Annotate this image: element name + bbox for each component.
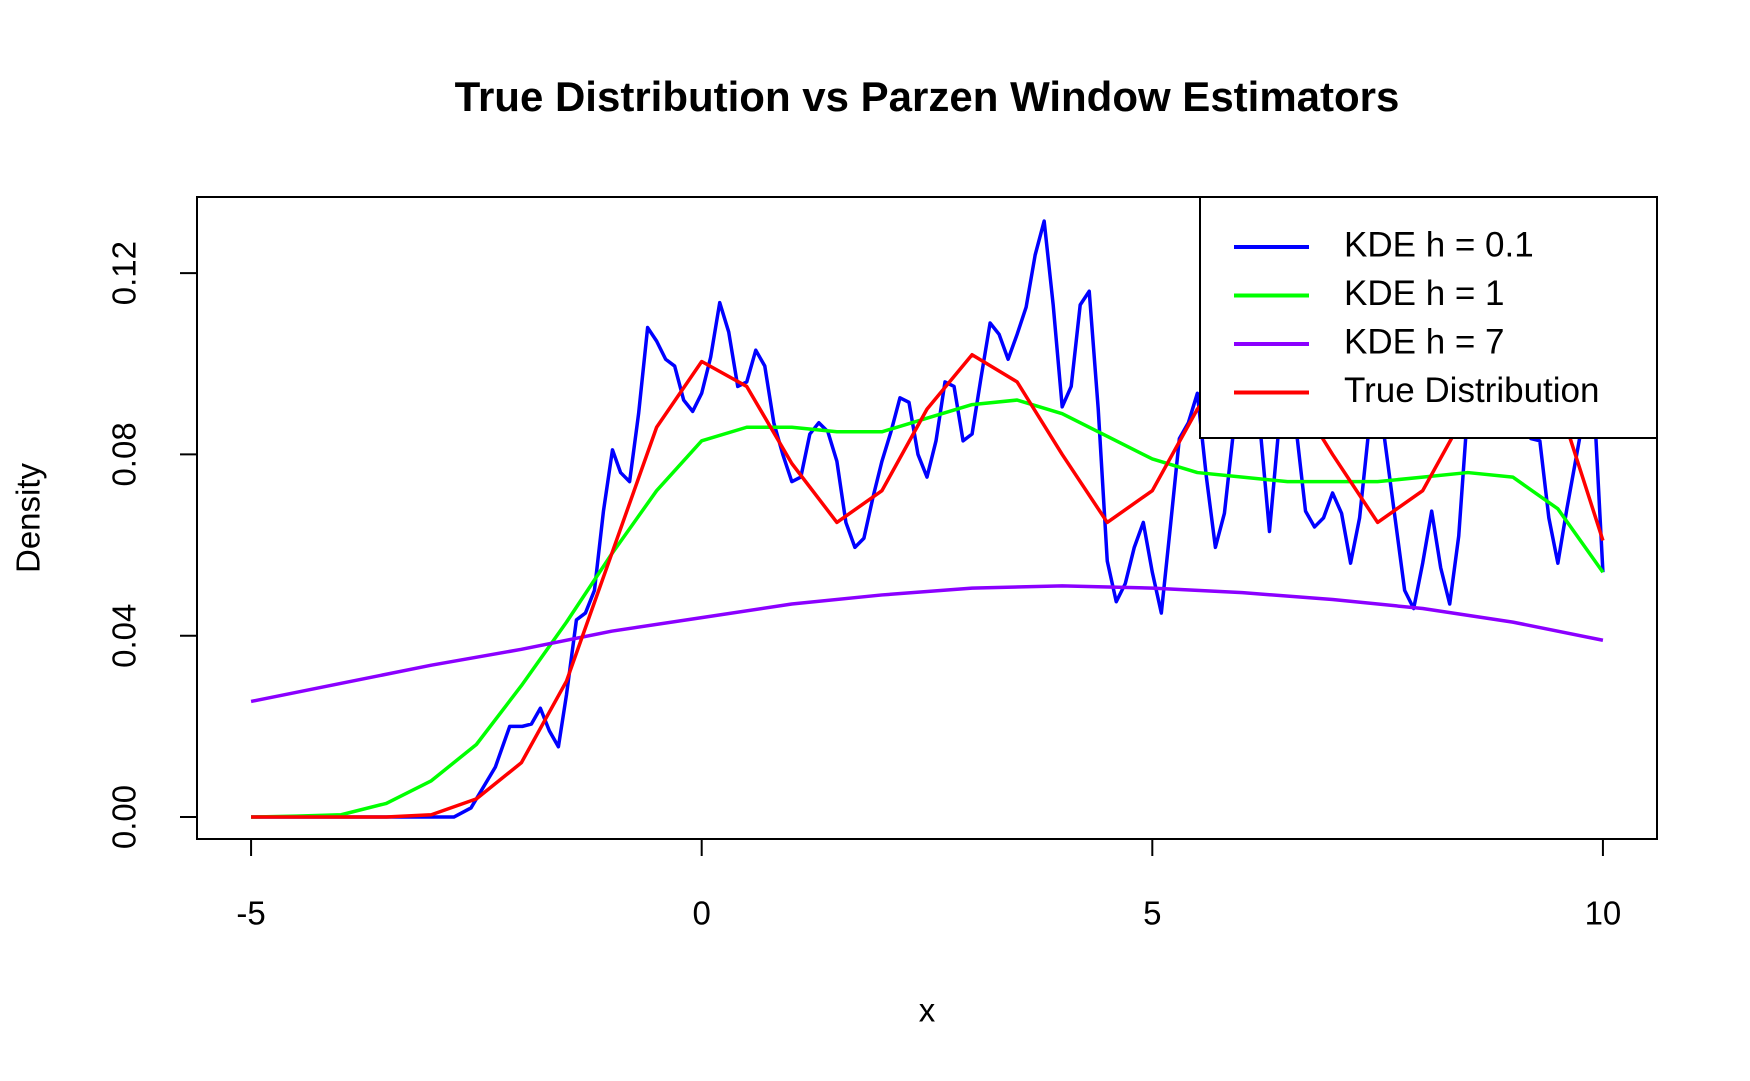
x-axis-label: x	[919, 992, 936, 1029]
plot-frame	[196, 196, 1658, 840]
y-tick-label: 0.12	[106, 241, 143, 305]
x-tick-label: -5	[236, 895, 265, 932]
legend-label: True Distribution	[1344, 371, 1599, 410]
legend-box	[1199, 196, 1658, 439]
chart-title: True Distribution vs Parzen Window Estim…	[455, 73, 1400, 120]
legend-label: KDE h = 0.1	[1344, 225, 1534, 264]
legend: KDE h = 0.1 KDE h = 1 KDE h = 7 True Distri…	[1199, 196, 1658, 439]
series-line	[250, 584, 1604, 704]
series-line	[251, 219, 1605, 819]
x-tick-label: 10	[1585, 895, 1622, 932]
x-tick-label: 5	[1143, 895, 1161, 932]
legend-label: KDE h = 7	[1344, 322, 1505, 361]
series-line	[251, 398, 1605, 819]
y-tick-label: 0.00	[106, 785, 143, 849]
y-tick-label: 0.04	[106, 604, 143, 668]
x-tick-label: 0	[693, 895, 711, 932]
legend-label: KDE h = 1	[1344, 274, 1505, 313]
series-line	[251, 352, 1605, 819]
y-axis-label: Density	[10, 462, 47, 573]
y-tick-label: 0.08	[106, 422, 143, 486]
